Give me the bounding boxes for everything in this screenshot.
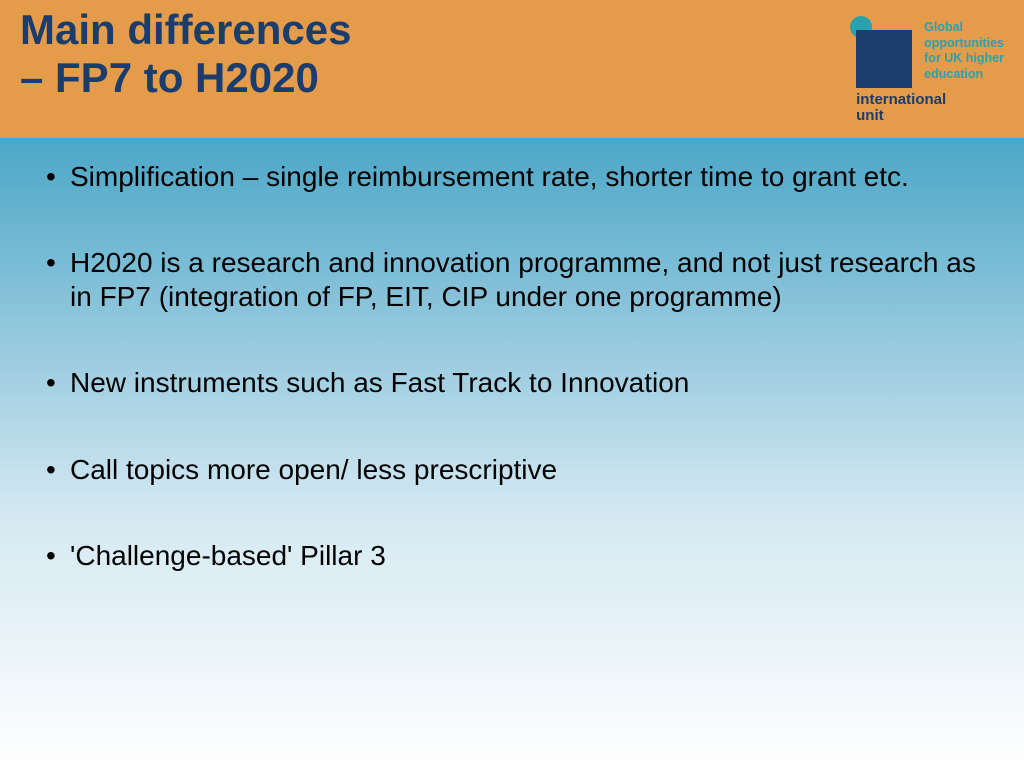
tagline-line-4: education bbox=[924, 67, 983, 81]
slide-title: Main differences – FP7 to H2020 bbox=[20, 6, 351, 103]
list-item: New instruments such as Fast Track to In… bbox=[40, 366, 984, 400]
logo-word-1: international bbox=[856, 91, 946, 108]
tagline-line-3: for UK higher bbox=[924, 51, 1004, 65]
logo-tagline: Global opportunities for UK higher educa… bbox=[924, 16, 1004, 83]
logo-square-icon bbox=[856, 30, 912, 88]
logo-wordmark: international unit bbox=[856, 92, 946, 124]
bullet-list: Simplification – single reimbursement ra… bbox=[40, 160, 984, 573]
list-item: 'Challenge-based' Pillar 3 bbox=[40, 539, 984, 573]
slide: Main differences – FP7 to H2020 internat… bbox=[0, 0, 1024, 768]
title-line-1: Main differences bbox=[20, 6, 351, 54]
tagline-line-2: opportunities bbox=[924, 36, 1004, 50]
logo-mark: international unit bbox=[850, 16, 912, 126]
list-item: H2020 is a research and innovation progr… bbox=[40, 246, 984, 314]
content-area: Simplification – single reimbursement ra… bbox=[0, 138, 1024, 768]
header-bar: Main differences – FP7 to H2020 internat… bbox=[0, 0, 1024, 138]
list-item: Simplification – single reimbursement ra… bbox=[40, 160, 984, 194]
list-item: Call topics more open/ less prescriptive bbox=[40, 453, 984, 487]
tagline-line-1: Global bbox=[924, 20, 963, 34]
title-line-2: – FP7 to H2020 bbox=[20, 54, 351, 102]
org-logo: international unit Global opportunities … bbox=[850, 6, 1004, 126]
logo-word-2: unit bbox=[856, 107, 884, 124]
